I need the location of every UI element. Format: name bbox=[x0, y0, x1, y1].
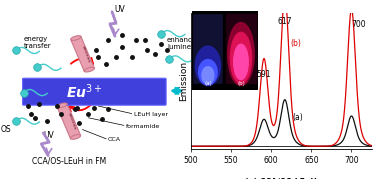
Bar bbox=[193, 14, 222, 83]
Text: 591: 591 bbox=[257, 70, 271, 79]
Polygon shape bbox=[71, 37, 94, 71]
Ellipse shape bbox=[84, 67, 94, 72]
Ellipse shape bbox=[70, 135, 81, 139]
Text: energy
transfer: energy transfer bbox=[23, 36, 51, 49]
Text: CCA/OS-LEuH in FM: CCA/OS-LEuH in FM bbox=[32, 157, 106, 166]
Text: OS: OS bbox=[1, 125, 11, 134]
Text: (a) CCA/OS-LEuH: (a) CCA/OS-LEuH bbox=[245, 178, 317, 179]
Text: formamide: formamide bbox=[126, 124, 160, 129]
Text: LEuH layer: LEuH layer bbox=[134, 112, 168, 117]
Ellipse shape bbox=[57, 103, 67, 108]
Text: Eu$^{3+}$: Eu$^{3+}$ bbox=[66, 82, 103, 101]
Text: (b): (b) bbox=[237, 81, 245, 86]
Ellipse shape bbox=[71, 36, 81, 40]
Text: (a): (a) bbox=[204, 81, 212, 86]
Ellipse shape bbox=[231, 32, 252, 84]
Ellipse shape bbox=[195, 46, 220, 86]
Text: (b): (b) bbox=[290, 39, 301, 49]
Text: antenna: antenna bbox=[67, 112, 77, 130]
Ellipse shape bbox=[202, 67, 214, 84]
Text: UV: UV bbox=[115, 5, 125, 14]
Y-axis label: Emission: Emission bbox=[179, 61, 188, 101]
Bar bbox=[226, 14, 256, 83]
Text: CCA: CCA bbox=[108, 137, 121, 142]
Ellipse shape bbox=[228, 23, 254, 86]
Text: UV: UV bbox=[44, 131, 54, 140]
FancyBboxPatch shape bbox=[23, 78, 166, 105]
Polygon shape bbox=[57, 104, 81, 139]
Ellipse shape bbox=[234, 44, 248, 80]
Text: (a): (a) bbox=[292, 113, 303, 122]
Text: antenna: antenna bbox=[81, 45, 90, 63]
Text: 617: 617 bbox=[277, 18, 292, 26]
Text: 700: 700 bbox=[352, 20, 366, 29]
Text: enhanced
luminescence: enhanced luminescence bbox=[167, 37, 215, 50]
Ellipse shape bbox=[199, 60, 217, 85]
